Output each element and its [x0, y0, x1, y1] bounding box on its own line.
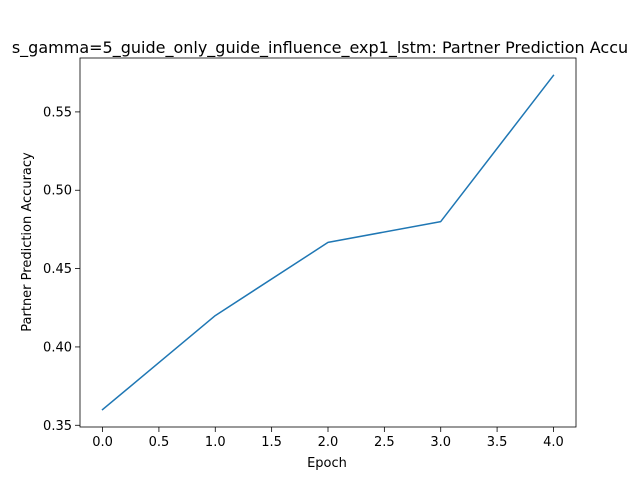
y-tick-label: 0.55	[43, 105, 72, 120]
x-tick-label: 0.0	[92, 435, 113, 450]
x-tick-label: 2.5	[374, 435, 395, 450]
x-tick-label: 1.0	[205, 435, 226, 450]
x-tick-label: 3.0	[430, 435, 451, 450]
y-tick-label: 0.40	[43, 340, 72, 355]
x-axis-label: Epoch	[307, 456, 347, 471]
x-tick-label: 0.5	[149, 435, 170, 450]
y-tick-label: 0.45	[43, 262, 72, 277]
x-tick-label: 2.0	[318, 435, 339, 450]
chart-title: s_gamma=5_guide_only_guide_influence_exp…	[12, 38, 628, 58]
x-tick-label: 4.0	[543, 435, 564, 450]
x-tick-label: 3.5	[487, 435, 508, 450]
axes-frame	[79, 57, 577, 428]
plot-area: 0.0 0.5 1.0 1.5 2.0 2.5 3.0 3.5 4.0 0.35 0.40 0.45 0…	[43, 57, 577, 450]
x-tick-label: 1.5	[261, 435, 282, 450]
y-tick-label: 0.35	[43, 419, 72, 434]
y-axis-label: Partner Prediction Accuracy	[20, 152, 35, 332]
y-tick-label: 0.50	[43, 184, 72, 199]
